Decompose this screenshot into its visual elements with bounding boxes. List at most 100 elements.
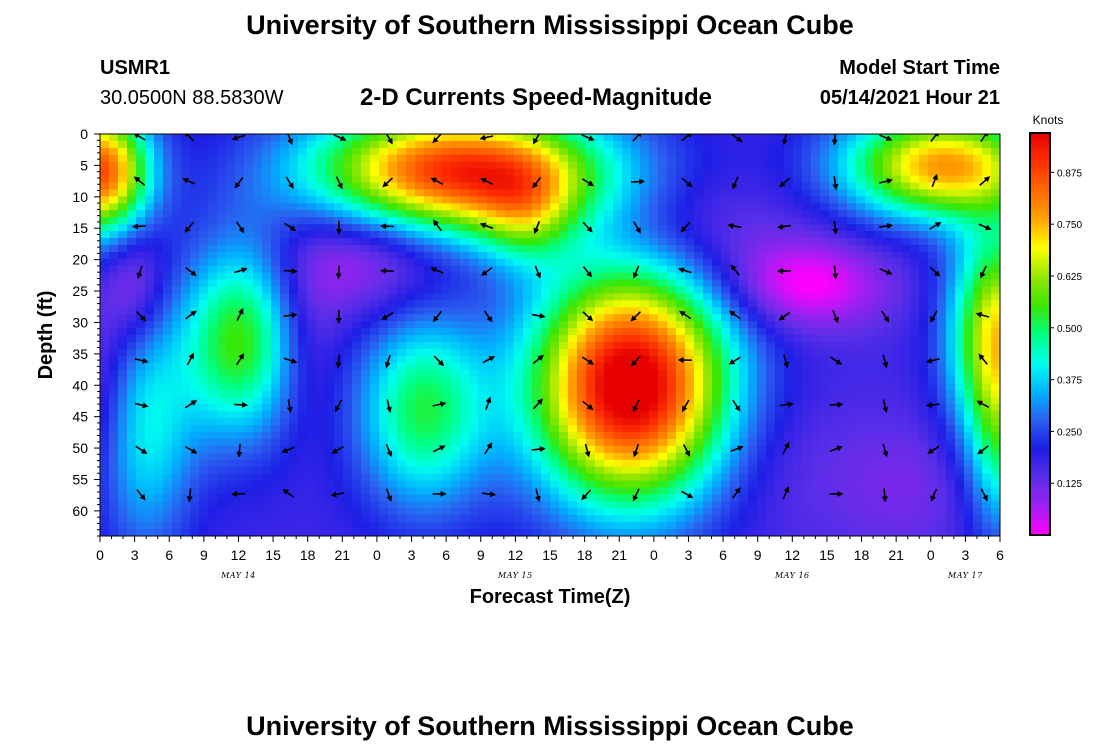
heatmap-cell <box>505 362 515 371</box>
heatmap-cell <box>613 432 623 440</box>
heatmap-cell <box>361 251 371 260</box>
heatmap-cell <box>712 265 722 274</box>
heatmap-cell <box>739 348 749 357</box>
heatmap-cell <box>766 203 776 211</box>
heatmap-cell <box>982 147 992 156</box>
heatmap-cell <box>325 418 335 426</box>
heatmap-cell <box>577 244 587 253</box>
heatmap-cell <box>982 258 992 267</box>
heatmap-cell <box>397 348 407 357</box>
heatmap-cell <box>883 445 893 454</box>
heatmap-cell <box>568 244 578 253</box>
heatmap-cell <box>181 258 191 267</box>
heatmap-cell <box>712 438 722 447</box>
heatmap-cell <box>145 348 155 357</box>
heatmap-cell <box>928 293 938 301</box>
heatmap-cell <box>406 265 416 274</box>
heatmap-cell <box>946 341 956 350</box>
heatmap-cell <box>820 224 830 232</box>
heatmap-cell <box>226 328 236 336</box>
heatmap-cell <box>658 328 668 336</box>
heatmap-cell <box>865 224 875 232</box>
heatmap-cell <box>703 411 713 419</box>
heatmap-cell <box>874 286 884 295</box>
heatmap-cell <box>343 293 353 301</box>
heatmap-cell <box>406 355 416 364</box>
heatmap-cell <box>343 438 353 447</box>
heatmap-cell <box>442 279 452 288</box>
heatmap-cell <box>217 147 227 156</box>
heatmap-cell <box>460 452 470 461</box>
heatmap-cell <box>334 438 344 447</box>
heatmap-cell <box>937 224 947 232</box>
heatmap-cell <box>379 168 389 177</box>
heatmap-cell <box>658 182 668 191</box>
heatmap-cell <box>586 411 596 419</box>
heatmap-cell <box>208 369 218 378</box>
heatmap-cell <box>685 231 695 239</box>
heatmap-cell <box>343 321 353 329</box>
heatmap-cell <box>955 175 965 184</box>
heatmap-cell <box>838 404 848 412</box>
heatmap-cell <box>334 189 344 197</box>
heatmap-cell <box>172 307 182 315</box>
heatmap-cell <box>982 432 992 440</box>
heatmap-cell <box>505 251 515 260</box>
heatmap-cell <box>271 231 281 239</box>
heatmap-cell <box>388 279 398 288</box>
heatmap-cell <box>694 321 704 329</box>
heatmap-cell <box>937 321 947 329</box>
heatmap-cell <box>892 244 902 253</box>
heatmap-cell <box>739 445 749 454</box>
heatmap-cell <box>343 328 353 336</box>
heatmap-cell <box>856 182 866 191</box>
heatmap-cell <box>739 293 749 301</box>
heatmap-cell <box>874 231 884 239</box>
heatmap-cell <box>541 404 551 412</box>
heatmap-cell <box>244 265 254 274</box>
heatmap-cell <box>910 341 920 350</box>
heatmap-cell <box>955 362 965 371</box>
heatmap-cell <box>676 251 686 260</box>
heatmap-cell <box>559 355 569 364</box>
heatmap-cell <box>289 321 299 329</box>
heatmap-cell <box>343 383 353 392</box>
heatmap-cell <box>514 244 524 253</box>
heatmap-cell <box>379 341 389 350</box>
heatmap-cell <box>316 293 326 301</box>
heatmap-cell <box>487 404 497 412</box>
heatmap-cell <box>514 404 524 412</box>
heatmap-cell <box>451 411 461 419</box>
heatmap-cell <box>559 397 569 405</box>
heatmap-cell <box>118 335 128 343</box>
heatmap-cell <box>469 293 479 301</box>
heatmap-cell <box>289 154 299 163</box>
heatmap-cell <box>892 182 902 191</box>
heatmap-cell <box>253 445 263 454</box>
heatmap-cell <box>946 300 956 308</box>
heatmap-cell <box>739 321 749 329</box>
heatmap-cell <box>793 438 803 447</box>
heatmap-cell <box>469 369 479 378</box>
heatmap-cell <box>325 335 335 343</box>
heatmap-cell <box>262 459 272 468</box>
heatmap-cell <box>127 411 137 419</box>
heatmap-cell <box>613 237 623 246</box>
heatmap-cell <box>649 383 659 392</box>
heatmap-cell <box>829 251 839 260</box>
heatmap-cell <box>262 452 272 461</box>
heatmap-cell <box>577 425 587 433</box>
heatmap-cell <box>163 258 173 267</box>
heatmap-cell <box>244 196 254 204</box>
heatmap-cell <box>568 182 578 191</box>
heatmap-cell <box>739 432 749 440</box>
heatmap-cell <box>568 307 578 315</box>
heatmap-cell <box>541 279 551 288</box>
heatmap-cell <box>532 279 542 288</box>
heatmap-cell <box>352 258 362 267</box>
heatmap-cell <box>352 321 362 329</box>
heatmap-cell <box>253 182 263 191</box>
heatmap-cell <box>208 404 218 412</box>
heatmap-cell <box>433 418 443 426</box>
heatmap-cell <box>235 286 245 295</box>
